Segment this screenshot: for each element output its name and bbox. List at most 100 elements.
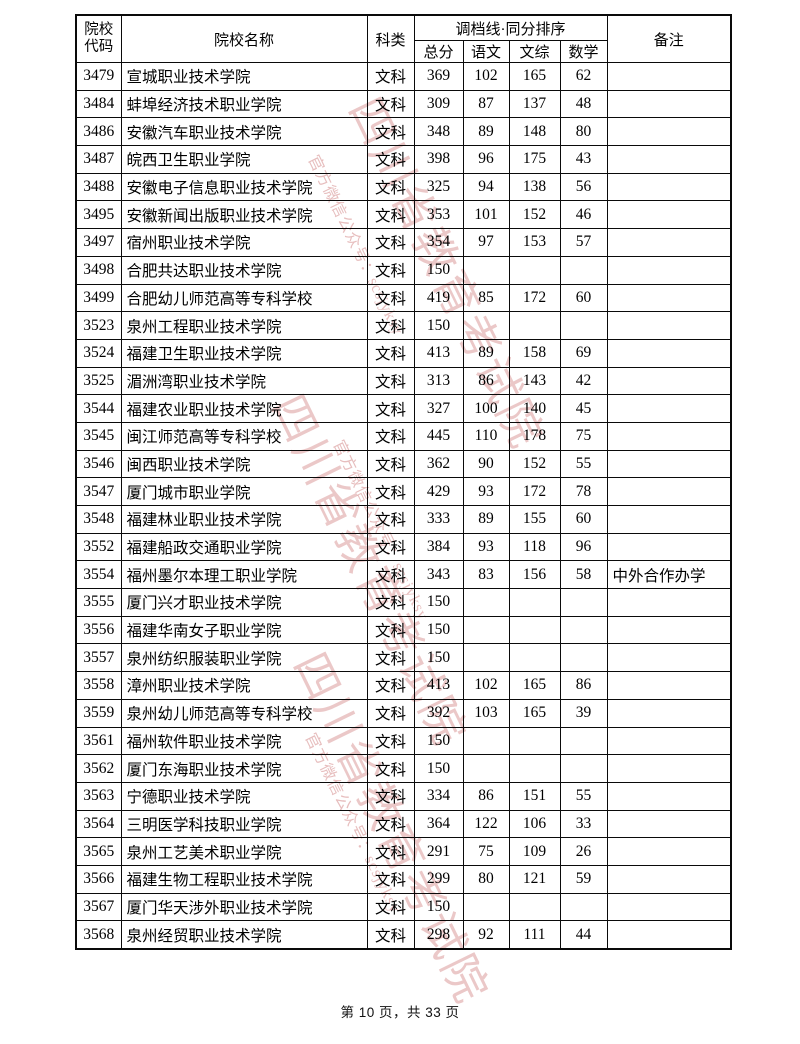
cell-remark — [606, 588, 732, 617]
cell-math-score: 39 — [559, 698, 608, 728]
cell-remark — [606, 754, 732, 783]
cell-chinese-score: 92 — [462, 920, 510, 950]
column-header-comprehensive: 文综 — [508, 40, 561, 63]
table-row: 3546 闽西职业技术学院 文科 362 90 152 55 — [75, 449, 732, 479]
cell-math-score: 44 — [559, 920, 608, 950]
column-header-code-line2: 代码 — [84, 39, 114, 55]
cell-total-score: 150 — [413, 255, 464, 285]
cell-remark — [606, 643, 732, 673]
cell-remark — [606, 366, 732, 396]
cell-comprehensive-score: 138 — [508, 172, 561, 202]
cell-comprehensive-score: 165 — [508, 671, 561, 700]
cell-math-score: 55 — [559, 449, 608, 479]
table-row: 3552 福建船政交通职业学院 文科 384 93 118 96 — [75, 532, 732, 562]
column-header-total: 总分 — [413, 40, 464, 63]
cell-math-score: 46 — [559, 200, 608, 230]
cell-total-score: 369 — [413, 62, 464, 91]
cell-total-score: 150 — [413, 754, 464, 783]
table-row: 3563 宁德职业技术学院 文科 334 86 151 55 — [75, 781, 732, 811]
cell-chinese-score: 96 — [462, 145, 510, 174]
cell-college-name: 三明医学科技职业学院 — [120, 809, 368, 839]
cell-college-name: 福建农业职业技术学院 — [120, 394, 368, 423]
cell-chinese-score: 86 — [462, 366, 510, 396]
cell-math-score: 26 — [559, 837, 608, 866]
cell-college-code: 3495 — [75, 200, 122, 230]
cell-college-name: 福建生物工程职业技术学院 — [120, 864, 368, 894]
cell-math-score: 62 — [559, 62, 608, 91]
cell-remark — [606, 505, 732, 534]
column-header-group: 调档线·同分排序 — [413, 14, 608, 41]
cell-comprehensive-score: 151 — [508, 781, 561, 811]
cell-chinese-score: 101 — [462, 200, 510, 230]
cell-math-score: 80 — [559, 117, 608, 147]
cell-math-score: 60 — [559, 283, 608, 313]
cell-college-name: 厦门华天涉外职业技术学院 — [120, 892, 368, 922]
cell-total-score: 445 — [413, 421, 464, 451]
cell-remark — [606, 172, 732, 202]
cell-college-name: 漳州职业技术学院 — [120, 671, 368, 700]
cell-comprehensive-score: 106 — [508, 809, 561, 839]
cell-college-name: 福建卫生职业技术学院 — [120, 338, 368, 368]
cell-college-code: 3564 — [75, 809, 122, 839]
cell-chinese-score — [462, 754, 510, 783]
cell-college-name: 泉州幼儿师范高等专科学校 — [120, 698, 368, 728]
cell-college-name: 厦门兴才职业技术学院 — [120, 588, 368, 617]
cell-chinese-score — [462, 643, 510, 673]
cell-category: 文科 — [366, 62, 415, 91]
cell-comprehensive-score: 172 — [508, 283, 561, 313]
cell-college-code: 3552 — [75, 532, 122, 562]
cell-comprehensive-score — [508, 311, 561, 340]
cell-remark — [606, 920, 732, 950]
cell-chinese-score: 122 — [462, 809, 510, 839]
table-row: 3562 厦门东海职业技术学院 文科 150 — [75, 754, 732, 783]
cell-college-code: 3554 — [75, 560, 122, 590]
cell-category: 文科 — [366, 754, 415, 783]
cell-category: 文科 — [366, 172, 415, 202]
cell-college-name: 闽江师范高等专科学校 — [120, 421, 368, 451]
cell-total-score: 334 — [413, 781, 464, 811]
cell-comprehensive-score: 172 — [508, 477, 561, 506]
cell-category: 文科 — [366, 892, 415, 922]
cell-category: 文科 — [366, 255, 415, 285]
cell-category: 文科 — [366, 449, 415, 479]
cell-college-code: 3557 — [75, 643, 122, 673]
cell-remark — [606, 311, 732, 340]
table-row: 3564 三明医学科技职业学院 文科 364 122 106 33 — [75, 809, 732, 839]
column-header-math: 数学 — [559, 40, 608, 63]
cell-chinese-score: 75 — [462, 837, 510, 866]
cell-college-name: 泉州经贸职业技术学院 — [120, 920, 368, 950]
cell-math-score: 43 — [559, 145, 608, 174]
table-row: 3524 福建卫生职业技术学院 文科 413 89 158 69 — [75, 338, 732, 368]
cell-category: 文科 — [366, 698, 415, 728]
cell-total-score: 150 — [413, 615, 464, 645]
cell-remark — [606, 892, 732, 922]
cell-math-score — [559, 588, 608, 617]
cell-remark — [606, 809, 732, 839]
cell-college-code: 3499 — [75, 283, 122, 313]
table-body: 3479 宣城职业技术学院 文科 369 102 165 62 3484 蚌埠经… — [75, 62, 732, 950]
table-row: 3555 厦门兴才职业技术学院 文科 150 — [75, 588, 732, 617]
cell-college-code: 3488 — [75, 172, 122, 202]
table-row: 3545 闽江师范高等专科学校 文科 445 110 178 75 — [75, 421, 732, 451]
cell-category: 文科 — [366, 809, 415, 839]
cell-total-score: 413 — [413, 338, 464, 368]
cell-total-score: 413 — [413, 671, 464, 700]
cell-category: 文科 — [366, 477, 415, 506]
cell-category: 文科 — [366, 200, 415, 230]
column-header-name: 院校名称 — [120, 14, 368, 63]
cell-math-score — [559, 754, 608, 783]
cell-total-score: 291 — [413, 837, 464, 866]
cell-college-code: 3525 — [75, 366, 122, 396]
column-header-code-line1: 院校 — [84, 22, 114, 38]
cell-math-score: 48 — [559, 89, 608, 119]
cell-remark — [606, 338, 732, 368]
cell-college-name: 泉州纺织服装职业学院 — [120, 643, 368, 673]
table-row: 3547 厦门城市职业学院 文科 429 93 172 78 — [75, 477, 732, 506]
cell-remark: 中外合作办学 — [606, 560, 732, 590]
cell-total-score: 298 — [413, 920, 464, 950]
cell-total-score: 343 — [413, 560, 464, 590]
cell-comprehensive-score: 156 — [508, 560, 561, 590]
cell-category: 文科 — [366, 560, 415, 590]
column-header-remark: 备注 — [606, 14, 732, 63]
